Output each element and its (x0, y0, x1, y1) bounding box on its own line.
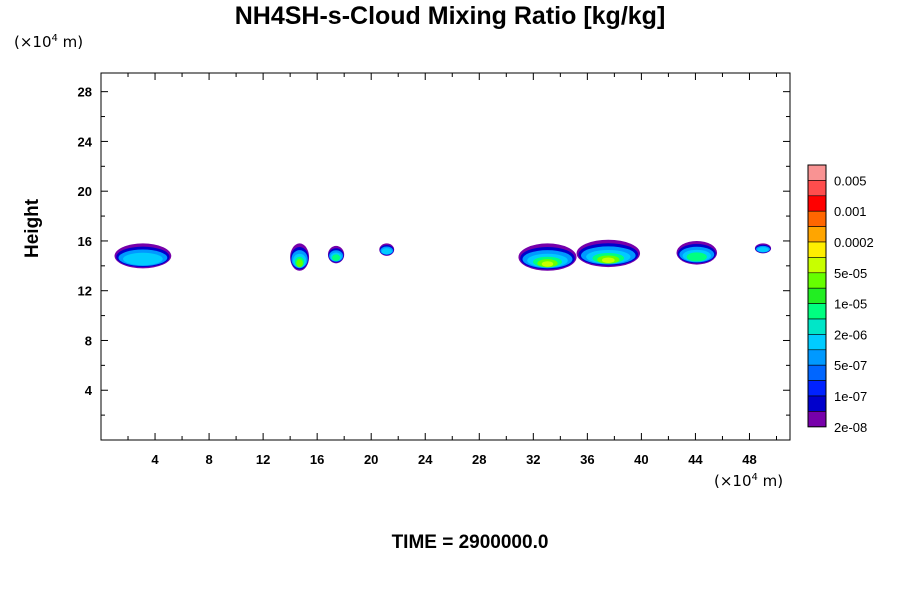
legend-swatch (807, 164, 827, 181)
legend-swatch (807, 380, 827, 397)
cloud-core (686, 252, 707, 262)
y-tick-label: 28 (78, 85, 92, 100)
y-unit-exponent: 4 (51, 33, 58, 44)
y-tick-label: 8 (85, 333, 92, 348)
y-tick-label: 4 (85, 383, 93, 398)
cloud-blob (518, 243, 577, 271)
legend-swatch (807, 334, 827, 351)
x-unit-prefix: (×10 (714, 472, 752, 490)
x-tick-label: 40 (634, 452, 648, 467)
cloud-layer (381, 248, 392, 255)
x-unit-exponent: 4 (751, 472, 758, 483)
x-axis-unit: (×104 m) (714, 472, 783, 490)
cloud-blob (576, 239, 641, 268)
legend-swatch (807, 226, 827, 243)
x-tick-label: 28 (472, 452, 486, 467)
x-tick-label: 44 (688, 452, 703, 467)
cloud-core (601, 257, 615, 263)
cloud-layer (123, 252, 163, 266)
y-unit-suffix: m) (57, 33, 84, 51)
x-tick-label: 8 (205, 452, 212, 467)
legend-swatch (807, 180, 827, 197)
legend-label: 2e-08 (834, 420, 867, 435)
legend-swatch (807, 257, 827, 274)
cloud-layer (757, 247, 769, 253)
plot-frame (100, 72, 791, 441)
legend-label: 1e-07 (834, 389, 867, 404)
y-tick-label: 20 (78, 184, 92, 199)
y-unit-prefix: (×10 (14, 33, 52, 51)
legend-swatch (807, 364, 827, 381)
x-tick-label: 20 (364, 452, 378, 467)
legend-swatch (807, 395, 827, 412)
legend-swatch (807, 241, 827, 258)
legend-swatch (807, 318, 827, 335)
legend-swatch (807, 195, 827, 212)
x-tick-label: 16 (310, 452, 324, 467)
cloud-blob (290, 243, 310, 271)
cloud-blob (676, 240, 718, 265)
chart-title: NH4SH-s-Cloud Mixing Ratio [kg/kg] (234, 2, 666, 30)
color-legend: 0.005 0.001 0.0002 5e-05 1e-05 2e-06 5e-07 1e-0… (807, 164, 874, 435)
x-tick-label: 12 (256, 452, 270, 467)
x-tick-label: 48 (742, 452, 756, 467)
y-axis-unit: (×104 m) (14, 33, 83, 51)
cloud-core (541, 261, 554, 267)
legend-label: 0.005 (834, 173, 867, 188)
legend-swatch (807, 287, 827, 304)
legend-label: 5e-07 (834, 358, 867, 373)
y-tick-label: 16 (78, 234, 92, 249)
cloud-blob (114, 243, 172, 269)
y-tick-label: 12 (78, 284, 92, 299)
x-tick-label: 4 (151, 452, 159, 467)
legend-swatch (807, 349, 827, 366)
cloud-blob (379, 243, 395, 256)
legend-label: 1e-05 (834, 297, 867, 312)
x-tick-label: 36 (580, 452, 594, 467)
cloud-blob (754, 243, 772, 254)
legend-label: 0.001 (834, 204, 867, 219)
cloud-core (296, 259, 303, 268)
y-tick-label: 24 (78, 134, 93, 149)
legend-frame (807, 164, 827, 428)
legend-swatch (807, 272, 827, 289)
time-label: TIME = 2900000.0 (391, 532, 549, 553)
legend-label: 0.0002 (834, 235, 874, 250)
legend-label: 5e-05 (834, 266, 867, 281)
x-tick-label: 24 (418, 452, 433, 467)
legend-label: 2e-06 (834, 327, 867, 342)
x-unit-suffix: m) (757, 472, 784, 490)
legend-swatch (807, 210, 827, 227)
cloud-blob (327, 245, 345, 264)
cloud-core (332, 254, 341, 261)
x-tick-label: 32 (526, 452, 540, 467)
legend-swatch (807, 303, 827, 320)
legend-swatch (807, 411, 827, 428)
